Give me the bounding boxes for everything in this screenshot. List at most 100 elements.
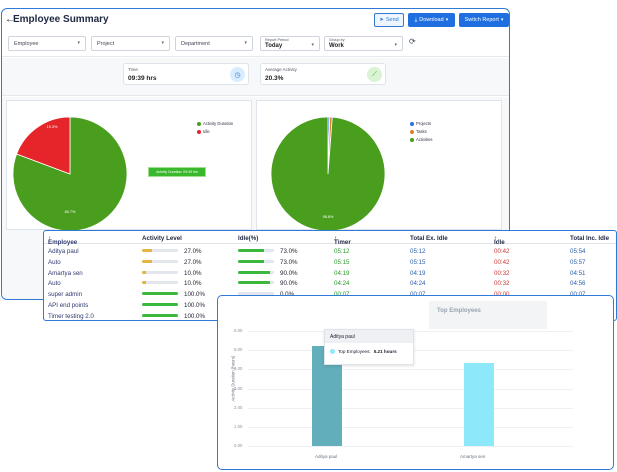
- chevron-down-icon: ▾: [161, 40, 164, 46]
- download-label: Download: [419, 17, 444, 23]
- chart-title: Top Employees: [437, 308, 481, 314]
- timer-value: 05:12: [334, 248, 350, 255]
- activity-bar: [142, 313, 178, 317]
- legend-item-activities[interactable]: Activities: [410, 137, 433, 142]
- trend-chart-icon: ⟋: [367, 67, 382, 82]
- legend-item-idle[interactable]: Idle: [197, 129, 233, 134]
- legend-label: Tasks: [416, 129, 427, 134]
- activity-bar-fill: [142, 313, 178, 317]
- grid-line: [248, 388, 573, 390]
- tooltip-title: Aditya paul: [325, 330, 413, 343]
- report-period-select[interactable]: Report Period Today ▾: [260, 36, 320, 51]
- grid-line: [248, 369, 573, 371]
- timer-value: 05:15: [334, 258, 350, 266]
- group-by-label: Group by: [329, 38, 345, 42]
- table-row[interactable]: Auto 10.0% 90.0% 04:24 04:24 00:32 04:56: [44, 277, 616, 288]
- idle-bar: [238, 270, 274, 274]
- timer-value: 04:19: [334, 269, 350, 277]
- timer-value: 04:24: [334, 280, 350, 288]
- legend-dot: [410, 137, 414, 142]
- table-row[interactable]: super admin 100.0% 0.0% 00:07 00:07 00:00 00:0…: [44, 288, 616, 299]
- activity-pie-card: 80.7% 19.3% Activity Duration Idle Activi…: [6, 100, 252, 232]
- total-ex-idle-value: 04:19: [410, 269, 426, 277]
- activity-percent: 100.0%: [184, 291, 205, 299]
- average-activity-card: Average Activity 20.3% ⟋: [260, 63, 386, 85]
- legend-item-activity-duration[interactable]: Activity Duration: [197, 121, 233, 126]
- pie-slice-activity-duration[interactable]: [12, 116, 128, 232]
- idle-bar: [238, 259, 274, 263]
- col-idle-pct[interactable]: Idle(%): [238, 235, 259, 242]
- stats-row: Time 09:39 hrs ◷ Average Activity 20.3% …: [2, 58, 509, 96]
- legend-item-projects[interactable]: Projects: [410, 121, 433, 126]
- col-employee[interactable]: Employee ↑ ↓: [48, 235, 78, 246]
- idle-time-value: 00:32: [494, 269, 510, 277]
- col-total-ex-idle[interactable]: Total Ex. Idle: [410, 235, 448, 242]
- group-by-value: Work: [329, 43, 344, 49]
- project-select[interactable]: Project ▾: [91, 36, 170, 51]
- col-timer-label: Timer: [334, 239, 351, 246]
- table-row[interactable]: Aditya paul 27.0% 73.0% 05:12 05:12 00:42 05:5…: [44, 245, 616, 256]
- idle-bar: [238, 281, 274, 285]
- bar-amartya-sen[interactable]: [464, 363, 494, 446]
- employee-name[interactable]: Auto: [48, 258, 61, 266]
- col-activity[interactable]: Activity Level: [142, 235, 182, 242]
- table-row[interactable]: Auto 27.0% 73.0% 05:15 05:15 00:42 05:57: [44, 256, 616, 267]
- employee-name[interactable]: Aditya paul: [48, 248, 79, 255]
- table-row[interactable]: Amartya sen 10.0% 90.0% 04:19 04:19 00:32 04:5…: [44, 267, 616, 278]
- back-arrow-icon[interactable]: ←: [5, 14, 15, 25]
- activity-percent: 10.0%: [184, 269, 202, 277]
- activity-percent: 27.0%: [184, 248, 202, 255]
- x-tick-label: Amartya sen: [460, 454, 486, 459]
- time-value: 09:39 hrs: [128, 75, 157, 82]
- total-ex-idle-value: 05:12: [410, 248, 426, 255]
- pie-slice-activities[interactable]: [270, 116, 386, 232]
- legend-label: Projects: [416, 121, 432, 126]
- chevron-down-icon: ▾: [445, 17, 449, 23]
- employee-name[interactable]: Timer testing 2.0: [48, 312, 94, 320]
- pie-slice-label: 80.7%: [65, 210, 76, 214]
- department-select-label: Department: [181, 41, 210, 47]
- employee-name[interactable]: Auto: [48, 280, 61, 288]
- activity-percent: 10.0%: [184, 280, 202, 288]
- total-inc-idle-value: 05:57: [570, 258, 586, 266]
- employee-name[interactable]: super admin: [48, 291, 83, 299]
- department-select[interactable]: Department ▾: [175, 36, 253, 51]
- activity-bar-fill: [142, 270, 146, 274]
- activity-pie-chart: 80.7% 19.3%: [12, 116, 128, 232]
- sort-icon: ↓: [51, 239, 55, 246]
- report-period-label: Report Period: [265, 38, 289, 42]
- idle-time-value: 00:32: [494, 280, 510, 288]
- total-inc-idle-value: 05:54: [570, 248, 586, 255]
- switch-report-button[interactable]: Switch Report ▾: [459, 13, 509, 27]
- col-total-inc-idle[interactable]: Total Inc. Idle: [570, 235, 610, 242]
- total-ex-idle-value: 05:15: [410, 258, 426, 266]
- tooltip-body: Top Employees: 5.21 hours: [325, 343, 413, 354]
- employee-select[interactable]: Employee ▾: [8, 36, 86, 51]
- total-inc-idle-value: 04:51: [570, 269, 586, 277]
- activity-bar-fill: [142, 292, 178, 296]
- idle-bar-fill: [238, 270, 271, 274]
- col-idle-time-label: Idle: [494, 239, 505, 246]
- send-button[interactable]: ➤ Send: [374, 13, 404, 27]
- legend-item-tasks[interactable]: Tasks: [410, 129, 433, 134]
- bar-tooltip: Aditya paul Top Employees: 5.21 hours: [324, 329, 414, 365]
- charts-area: 80.7% 19.3% Activity Duration Idle Activi…: [2, 97, 509, 299]
- activity-bar-fill: [142, 259, 152, 263]
- idle-time-value: 00:00: [494, 291, 509, 298]
- report-period-value: Today: [265, 43, 283, 49]
- idle-bar-fill: [238, 249, 265, 252]
- work-pie-card: 98.8% Projects Tasks Activities: [256, 100, 502, 232]
- col-timer[interactable]: Timer ↑ ↓: [334, 235, 351, 246]
- employee-name[interactable]: Amartya sen: [48, 269, 83, 277]
- clock-icon: ◷: [230, 67, 245, 82]
- switch-label: Switch Report: [464, 17, 499, 23]
- employee-name[interactable]: API end points: [48, 302, 89, 309]
- pie-slice-idle[interactable]: [16, 116, 71, 175]
- legend-label: Activities: [416, 137, 433, 142]
- refresh-icon[interactable]: ⟳: [409, 37, 416, 46]
- download-button[interactable]: ⤓ Download ▾: [408, 13, 455, 27]
- idle-percent: 73.0%: [280, 258, 298, 266]
- group-by-select[interactable]: Group by Work ▾: [324, 36, 403, 51]
- col-idle-time[interactable]: Idle ↑ ↓: [494, 235, 505, 246]
- employee-select-label: Employee: [14, 41, 39, 47]
